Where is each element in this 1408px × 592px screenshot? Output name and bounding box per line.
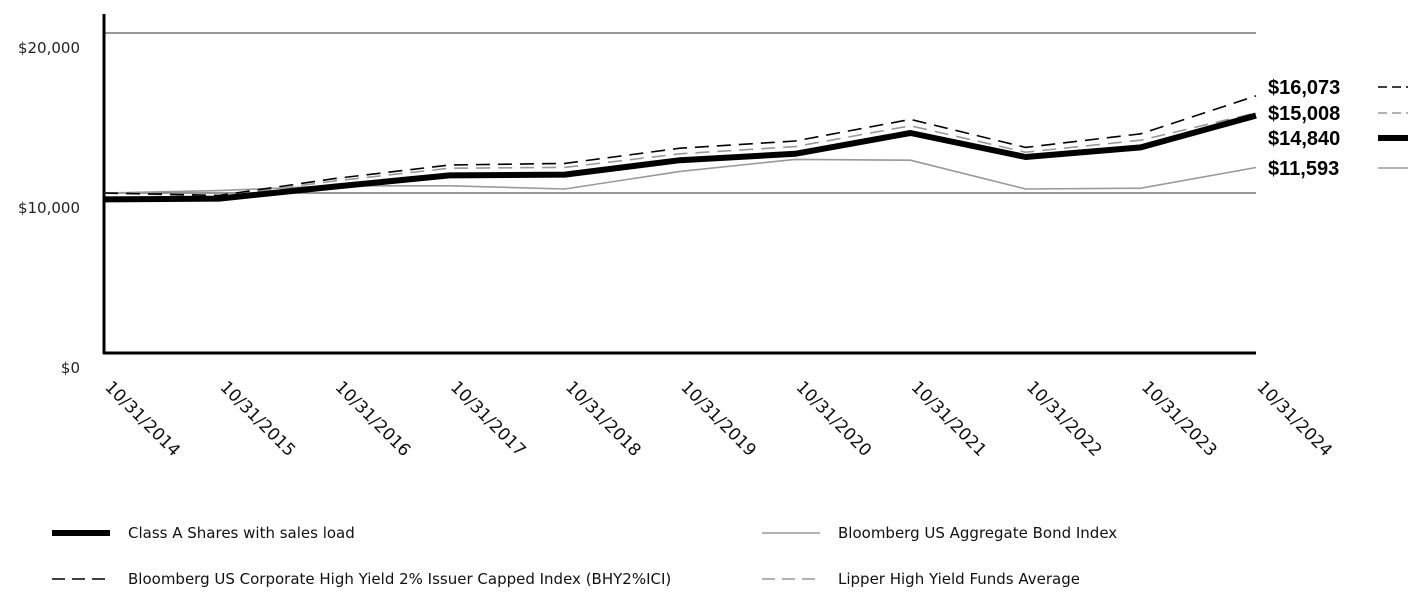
end-value-label: $14,840 <box>1268 128 1340 150</box>
series-line <box>103 95 1257 197</box>
x-tick-label: 10/31/2019 <box>676 377 759 460</box>
x-tick-label: 10/31/2022 <box>1022 377 1105 460</box>
end-value-label: $15,008 <box>1268 103 1340 125</box>
x-axis-labels: 10/31/2014 10/31/2015 10/31/2016 10/31/2017… <box>100 377 1335 460</box>
x-tick-label: 10/31/2018 <box>561 377 644 460</box>
y-tick-label: $20,000 <box>18 39 80 57</box>
axes <box>102 14 1256 355</box>
legend-label: Lipper High Yield Funds Average <box>838 570 1080 588</box>
x-tick-label: 10/31/2017 <box>446 377 529 460</box>
legend-label: Bloomberg US Corporate High Yield 2% Iss… <box>128 570 671 588</box>
legend: Class A Shares with sales load Bloomberg … <box>52 524 1117 588</box>
end-labels: $16,073 $15,008 $14,840 $11,593 <box>1268 77 1408 180</box>
x-tick-label: 10/31/2021 <box>907 377 990 460</box>
y-tick-label: $10,000 <box>18 199 80 217</box>
x-tick-label: 10/31/2024 <box>1252 377 1335 460</box>
y-axis-labels: $0 $10,000 $20,000 <box>18 39 80 377</box>
series-line <box>103 112 1257 203</box>
x-tick-label: 10/31/2023 <box>1137 377 1220 460</box>
x-tick-label: 10/31/2014 <box>100 377 183 460</box>
series-line <box>103 158 1257 194</box>
series-lines <box>103 95 1257 203</box>
gridlines <box>104 32 1256 194</box>
y-tick-label: $0 <box>61 359 80 377</box>
x-tick-label: 10/31/2016 <box>331 377 414 460</box>
x-tick-label: 10/31/2015 <box>216 377 299 460</box>
end-value-label: $11,593 <box>1268 158 1339 180</box>
x-tick-label: 10/31/2020 <box>792 377 875 460</box>
series-line <box>103 112 1257 197</box>
legend-label: Bloomberg US Aggregate Bond Index <box>838 524 1117 542</box>
legend-label: Class A Shares with sales load <box>128 524 355 542</box>
end-value-label: $16,073 <box>1268 77 1340 99</box>
